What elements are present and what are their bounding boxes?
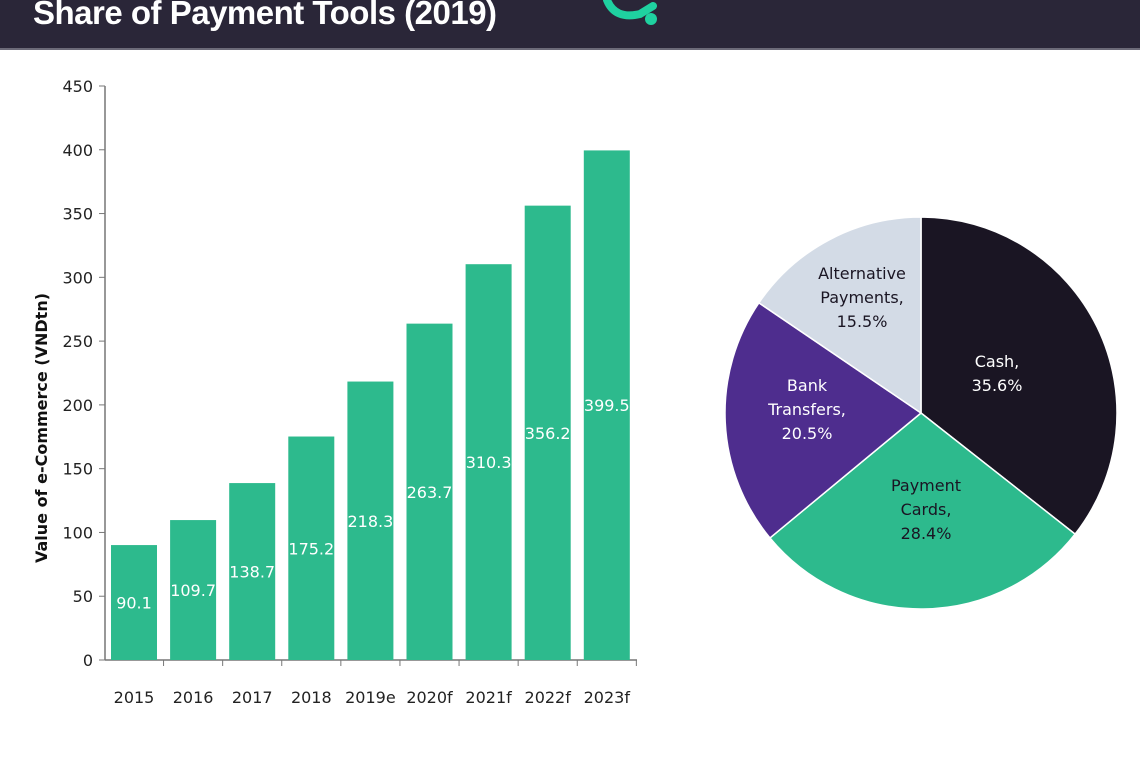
x-tick-label: 2023f xyxy=(584,688,631,707)
x-tick-label: 2020f xyxy=(406,688,453,707)
pie-pct-label: 35.6% xyxy=(972,376,1023,395)
y-tick-label: 450 xyxy=(62,77,93,96)
y-tick-label: 50 xyxy=(73,587,93,606)
pie-slice-3 xyxy=(757,216,922,415)
data-label: 310.3 xyxy=(466,453,512,472)
x-tick-label: 2016 xyxy=(173,688,214,707)
y-tick-label: 250 xyxy=(62,332,93,351)
y-axis-label: Value of e-Commerce (VNDtn) xyxy=(32,293,51,563)
pie-pct-label: 15.5% xyxy=(837,312,888,331)
pie-pct-label: 28.4% xyxy=(901,524,952,543)
x-tick-label: 2017 xyxy=(232,688,273,707)
header-bar: Share of Payment Tools (2019) xyxy=(0,0,1140,50)
bar-2017 xyxy=(229,483,276,660)
bar-2021f xyxy=(465,264,512,660)
pie-slice-0 xyxy=(920,216,1118,536)
data-label: 356.2 xyxy=(525,424,571,443)
x-tick-label: 2019e xyxy=(345,688,396,707)
bar-2020f xyxy=(406,323,453,660)
bar-2018 xyxy=(288,436,335,660)
bar-2023f xyxy=(583,150,630,660)
y-tick-label: 100 xyxy=(62,523,93,542)
bar-2022f xyxy=(524,205,571,661)
x-tick-label: 2015 xyxy=(114,688,155,707)
data-label: 90.1 xyxy=(116,594,152,613)
y-tick-label: 0 xyxy=(83,651,93,670)
x-tick-label: 2021f xyxy=(465,688,512,707)
bar-2019e xyxy=(347,381,394,660)
bar-2015 xyxy=(111,545,157,660)
data-label: 175.2 xyxy=(288,539,334,558)
pie-label: Alternative Payments, 15.5% xyxy=(818,264,906,331)
logo-icon xyxy=(603,0,657,25)
y-tick-label: 200 xyxy=(62,396,93,415)
pie-label: Payment Cards, 28.4% xyxy=(891,476,961,543)
y-tick-label: 150 xyxy=(62,460,93,479)
pie-label: Cash, 35.6% xyxy=(972,352,1023,395)
data-label: 109.7 xyxy=(170,581,216,600)
pie-pct-label: 20.5% xyxy=(782,424,833,443)
data-label: 263.7 xyxy=(407,483,453,502)
pie-slice-2 xyxy=(724,301,923,539)
data-label: 218.3 xyxy=(347,512,393,531)
x-tick-label: 2018 xyxy=(291,688,332,707)
data-label: 399.5 xyxy=(584,396,630,415)
y-tick-label: 400 xyxy=(62,141,93,160)
y-tick-label: 350 xyxy=(62,205,93,224)
page-title: Share of Payment Tools (2019) xyxy=(33,0,497,31)
x-tick-label: 2022f xyxy=(525,688,572,707)
y-tick-label: 300 xyxy=(62,268,93,287)
pie-slice-1 xyxy=(768,412,1077,610)
data-label: 138.7 xyxy=(229,563,275,582)
bar-2016 xyxy=(170,520,217,660)
pie-label: Bank Transfers, 20.5% xyxy=(767,376,846,443)
